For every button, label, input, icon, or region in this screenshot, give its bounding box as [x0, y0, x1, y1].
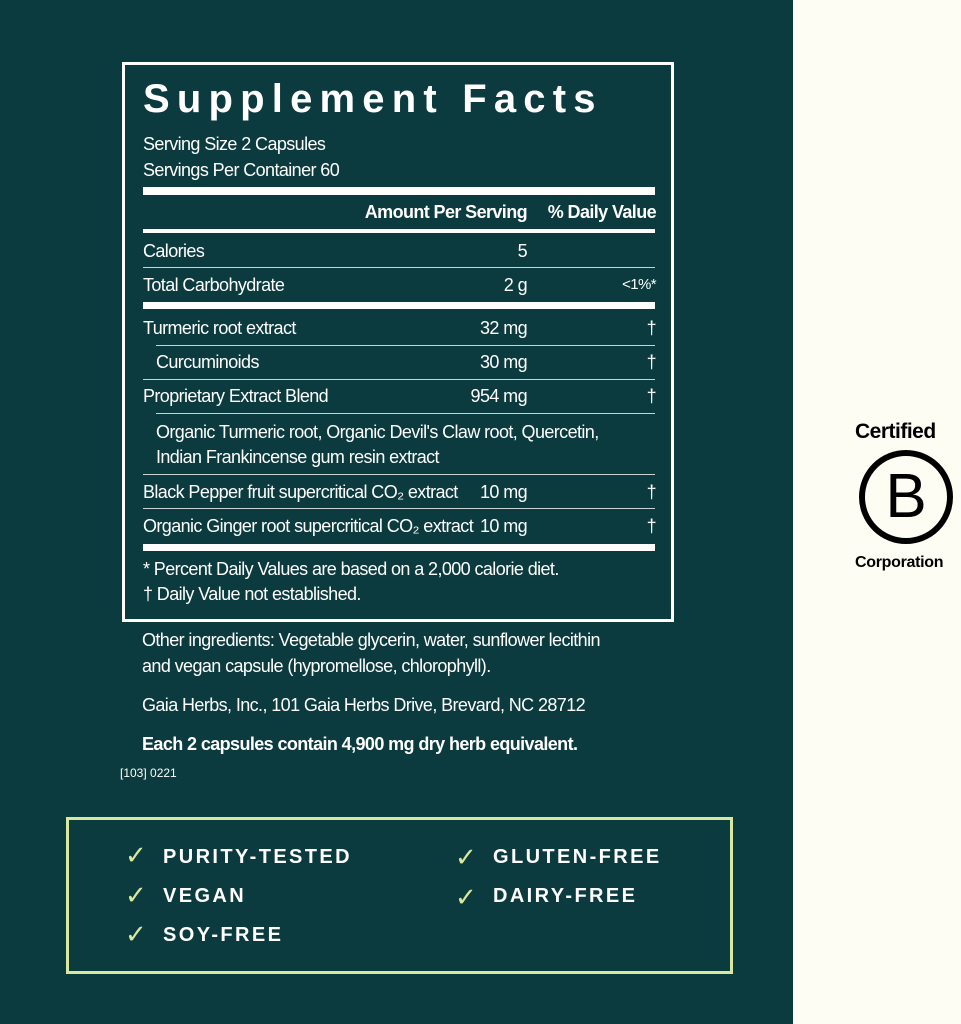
bcorp-letter: B [885, 462, 927, 531]
divider [143, 508, 655, 509]
other-ingredients: and vegan capsule (hypromellose, chlorop… [142, 656, 491, 676]
row-dv: † [646, 318, 657, 338]
check-icon: ✓ [125, 880, 147, 910]
claim: VEGAN [163, 885, 247, 907]
row-dv: <1%* [622, 276, 656, 293]
row-name: Organic Ginger root supercritical CO₂ ex… [143, 516, 474, 536]
row-name: Curcuminoids [156, 352, 259, 372]
divider [143, 267, 655, 268]
divider [143, 302, 655, 309]
header-dv: % Daily Value [547, 202, 657, 222]
claim: DAIRY-FREE [493, 885, 638, 907]
divider [156, 413, 655, 414]
divider [143, 544, 655, 551]
label-panel: Supplement Facts Serving Size 2 Capsules… [0, 0, 793, 1024]
row-amount: 10 mg [479, 516, 528, 536]
bcorp-certified: Certified [855, 420, 936, 443]
check-icon: ✓ [125, 919, 147, 949]
row-dv: † [646, 352, 657, 372]
bcorp-corporation: Corporation [855, 554, 944, 571]
servings-per-container: Servings Per Container 60 [143, 160, 340, 180]
row-amount: 954 mg [470, 386, 528, 406]
row-name: Total Carbohydrate [143, 275, 285, 295]
divider [143, 229, 655, 233]
row-dv: † [646, 516, 657, 536]
bcorp-circle: B [859, 450, 953, 544]
row-amount: 10 mg [479, 482, 528, 502]
b-corp-logo: Certified B Corporation [855, 420, 961, 572]
row-name: Black Pepper fruit supercritical CO₂ ext… [143, 482, 458, 502]
header-amount: Amount Per Serving [364, 202, 528, 222]
row-amount: 5 [517, 241, 528, 261]
claim: PURITY-TESTED [163, 846, 352, 868]
divider [156, 345, 655, 346]
claim: SOY-FREE [163, 924, 284, 946]
blend-ingredients: Organic Turmeric root, Organic Devil's C… [156, 422, 599, 442]
herb-equivalent: Each 2 capsules contain 4,900 mg dry her… [142, 734, 578, 754]
footnote-dv: * Percent Daily Values are based on a 2,… [143, 559, 559, 579]
row-amount: 32 mg [479, 318, 528, 338]
check-icon: ✓ [455, 882, 477, 912]
divider [143, 187, 655, 195]
row-name: Turmeric root extract [143, 318, 296, 338]
blend-ingredients: Indian Frankincense gum resin extract [156, 447, 440, 467]
row-amount: 30 mg [479, 352, 528, 372]
check-icon: ✓ [125, 840, 147, 870]
facts-title: Supplement Facts [143, 77, 603, 121]
claims-box: ✓ PURITY-TESTED ✓ VEGAN ✓ SOY-FREE ✓ GLU… [66, 817, 733, 974]
divider [143, 379, 655, 380]
row-name: Proprietary Extract Blend [143, 386, 329, 406]
supplement-facts-box: Supplement Facts Serving Size 2 Capsules… [122, 62, 674, 622]
manufacturer-address: Gaia Herbs, Inc., 101 Gaia Herbs Drive, … [142, 695, 586, 715]
other-ingredients: Other ingredients: Vegetable glycerin, w… [142, 630, 600, 650]
footnote-dagger: † Daily Value not established. [143, 584, 361, 604]
row-dv: † [646, 482, 657, 502]
row-amount: 2 g [503, 275, 528, 295]
row-dv: † [646, 386, 657, 406]
serving-size: Serving Size 2 Capsules [143, 134, 326, 154]
claim: GLUTEN-FREE [493, 846, 662, 868]
check-icon: ✓ [455, 842, 477, 872]
row-name: Calories [143, 241, 205, 261]
lot-code: [103] 0221 [120, 766, 177, 780]
divider [143, 474, 655, 475]
